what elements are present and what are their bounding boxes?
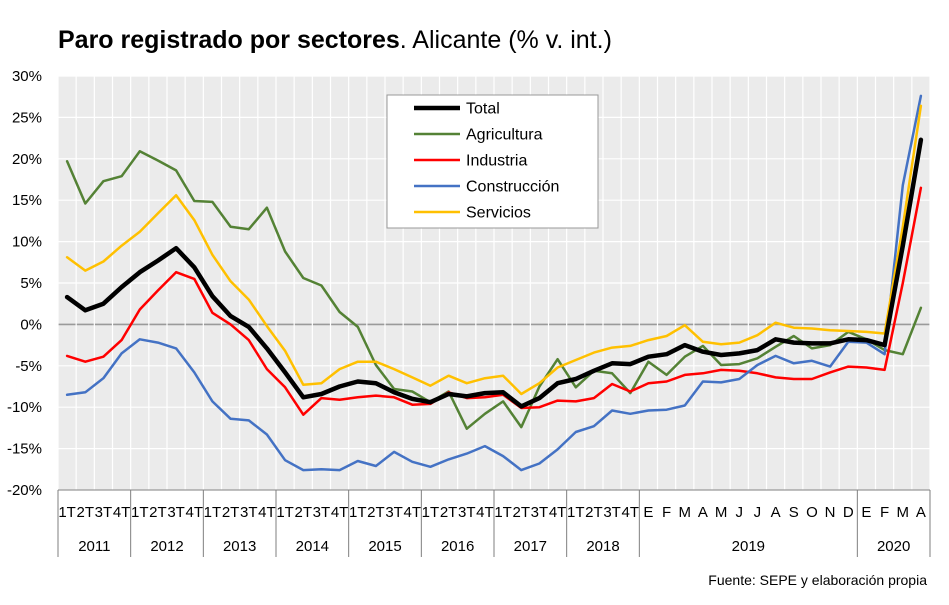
x-tick-label: O xyxy=(806,504,818,521)
x-tick-label: 2T xyxy=(149,504,167,521)
y-tick-label: 25% xyxy=(12,109,42,126)
x-tick-label: N xyxy=(825,504,836,521)
legend: Total Agricultura Industria Construcción Ser… xyxy=(386,94,599,229)
y-tick-label: -10% xyxy=(7,399,42,416)
x-tick-label: 3T xyxy=(531,504,549,521)
x-group-label: 2016 xyxy=(441,538,474,555)
x-tick-label: 1T xyxy=(494,504,512,521)
x-tick-label: 1T xyxy=(349,504,367,521)
x-tick-label: M xyxy=(679,504,692,521)
x-tick-label: A xyxy=(916,504,926,521)
chart-title-bold: Paro registrado por sectores xyxy=(58,26,400,54)
x-tick-label: 4T xyxy=(403,504,421,521)
x-tick-label: A xyxy=(771,504,781,521)
y-tick-label: -15% xyxy=(7,441,42,458)
x-tick-label: 2T xyxy=(585,504,603,521)
legend-label: Agricultura xyxy=(466,127,543,144)
x-tick-label: J xyxy=(736,504,744,521)
source-note: Fuente: SEPE y elaboración propia xyxy=(708,572,927,588)
x-group-label: 2012 xyxy=(150,538,183,555)
chart-title: Paro registrado por sectores. Alicante (… xyxy=(58,26,612,55)
x-tick-label: E xyxy=(861,504,871,521)
x-tick-label: 1T xyxy=(567,504,585,521)
legend-label: Construcción xyxy=(466,179,559,196)
x-group-label: 2015 xyxy=(368,538,401,555)
y-tick-label: 20% xyxy=(12,151,42,168)
x-group-label: 2019 xyxy=(732,538,765,555)
series-line-agricultura xyxy=(65,150,923,430)
series-lines xyxy=(64,94,924,472)
y-axis-labels: -20% -15% -10% -5% 0% 5% 10% 15% 20% 25% 30% xyxy=(7,68,42,499)
x-tick-label: E xyxy=(643,504,653,521)
x-tick-label: 4T xyxy=(185,504,203,521)
legend-label: Industria xyxy=(466,153,527,170)
x-group-label: 2020 xyxy=(877,538,910,555)
x-group-label: 2018 xyxy=(586,538,619,555)
legend-box xyxy=(386,94,599,229)
x-tick-label: 4T xyxy=(331,504,349,521)
y-tick-label: -20% xyxy=(7,482,42,499)
x-tick-label: M xyxy=(897,504,910,521)
x-tick-label: 1T xyxy=(422,504,440,521)
x-tick-label: 3T xyxy=(167,504,185,521)
x-tick-label: F xyxy=(662,504,671,521)
x-tick-label: 1T xyxy=(58,504,76,521)
x-tick-label: 2T xyxy=(440,504,458,521)
x-tick-label: 2T xyxy=(222,504,240,521)
x-tick-label: M xyxy=(715,504,728,521)
x-tick-label: D xyxy=(843,504,854,521)
x-tick-label: S xyxy=(789,504,799,521)
y-tick-label: 30% xyxy=(12,68,42,85)
y-tick-label: 15% xyxy=(12,192,42,209)
x-tick-label: 3T xyxy=(240,504,258,521)
x-tick-label: F xyxy=(880,504,889,521)
legend-label: Total xyxy=(466,101,500,118)
x-tick-label: 3T xyxy=(313,504,331,521)
y-tick-label: -5% xyxy=(15,358,42,375)
x-tick-label: A xyxy=(698,504,708,521)
legend-label: Servicios xyxy=(466,205,531,222)
x-axis: 1T 2T 3T 4T 1T 2T 3T 4T 1T 2T 3T 4T 1T 2T 3T 4T 1T 2T 3T 4T… xyxy=(57,489,931,557)
x-tick-label: 3T xyxy=(95,504,113,521)
x-tick-label: 3T xyxy=(385,504,403,521)
x-tick-label: 2T xyxy=(294,504,312,521)
series-line-industria xyxy=(65,186,923,416)
x-tick-label: 4T xyxy=(258,504,276,521)
series-line-servicios xyxy=(65,104,923,396)
x-group-label: 2011 xyxy=(78,538,110,555)
series-line-total xyxy=(64,137,924,409)
x-tick-label: 4T xyxy=(476,504,494,521)
x-tick-label: 4T xyxy=(113,504,131,521)
y-tick-label: 10% xyxy=(12,234,42,251)
x-tick-label: 2T xyxy=(76,504,94,521)
x-group-label: 2013 xyxy=(223,538,256,555)
x-group-label: 2014 xyxy=(296,538,329,555)
x-tick-label: 2T xyxy=(367,504,385,521)
x-tick-label: 4T xyxy=(621,504,639,521)
chart-title-rest: . Alicante (% v. int.) xyxy=(399,26,612,54)
x-tick-label: J xyxy=(754,504,762,521)
x-tick-label: 3T xyxy=(603,504,621,521)
x-group-label: 2017 xyxy=(514,538,547,555)
x-tick-label: 3T xyxy=(458,504,476,521)
x-tick-label: 2T xyxy=(512,504,530,521)
x-tick-label: 1T xyxy=(276,504,294,521)
y-tick-label: 5% xyxy=(20,275,42,292)
x-tick-label: 1T xyxy=(204,504,222,521)
series-line-construccin xyxy=(65,94,923,472)
x-tick-label: 1T xyxy=(131,504,149,521)
x-tick-label: 4T xyxy=(549,504,567,521)
y-tick-label: 0% xyxy=(20,316,42,333)
